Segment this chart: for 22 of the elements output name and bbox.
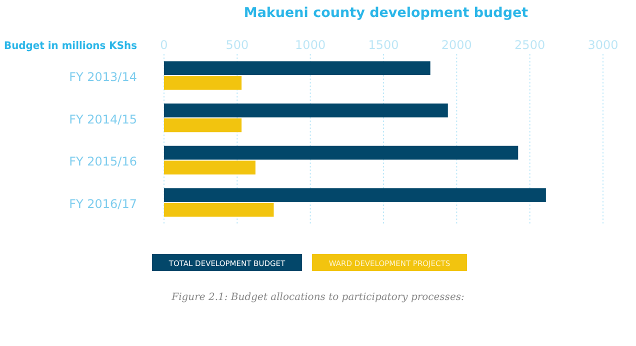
y-tick-label: FY 2016/17 <box>69 196 137 211</box>
caption: Figure 2.1: Budget allocations to participatory processes: <box>170 292 464 303</box>
bar <box>164 188 546 202</box>
chart-title: Makueni county development budget <box>244 5 529 21</box>
x-axis-title: Budget in millions KShs <box>4 40 144 52</box>
y-tick-label: FY 2014/15 <box>69 112 137 126</box>
x-tick-label: 0 <box>160 38 168 52</box>
y-tick-label: FY 2015/16 <box>69 154 137 169</box>
x-tick-label: 500 <box>226 38 249 52</box>
bar <box>164 61 430 76</box>
bar <box>164 76 242 90</box>
x-tick-label: 1000 <box>295 38 326 52</box>
y-tick-label: FY 2013/14 <box>69 70 137 84</box>
bar <box>164 160 256 174</box>
x-tick-label: 1500 <box>368 38 399 52</box>
bar <box>164 202 274 217</box>
x-tick-label: 3000 <box>588 38 618 52</box>
bar <box>164 146 518 160</box>
x-tick-label: 2000 <box>441 38 472 52</box>
x-tick-label: 2500 <box>514 38 546 52</box>
bar <box>164 104 448 118</box>
bar <box>164 118 242 132</box>
